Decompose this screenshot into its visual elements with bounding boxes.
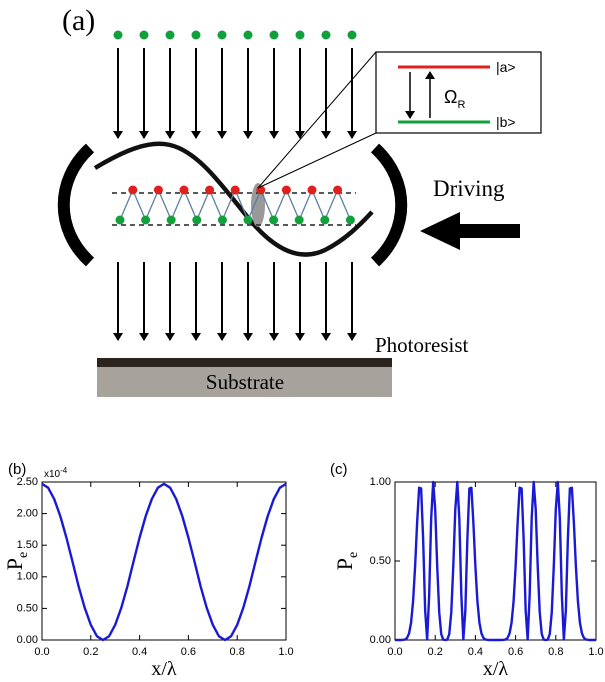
y-tick-label: 1.00 (17, 571, 38, 583)
panel-label: (c) (330, 461, 348, 478)
lower-state-label: |b> (496, 114, 516, 130)
x-tick-label: 0.6 (181, 646, 196, 658)
x-tick-label: 0.8 (548, 646, 563, 658)
substrate-block (97, 367, 392, 397)
ground-atom (269, 215, 279, 225)
ground-atom (320, 215, 330, 225)
excited-atom (153, 185, 163, 195)
x-tick-label: 0.2 (428, 646, 443, 658)
beam-arrows (113, 48, 357, 341)
x-tick-label: 0.6 (508, 646, 523, 658)
atom (139, 30, 149, 40)
ground-atom (243, 215, 253, 225)
x-tick-label: 1.0 (278, 646, 293, 658)
ground-atom (192, 215, 202, 225)
rabi-symbol: Ω (444, 87, 457, 107)
zoom-line (257, 51, 377, 189)
y-tick-label: 2.00 (17, 508, 38, 520)
photoresist-label: Photoresist (375, 333, 469, 357)
y-axis-label: Pe (2, 552, 31, 570)
photoresist-layer (97, 358, 392, 367)
atom (269, 30, 279, 40)
zoom-line (257, 132, 377, 189)
atom (191, 30, 201, 40)
x-tick-label: 0.4 (468, 646, 483, 658)
y-tick-label: 0.50 (17, 602, 38, 614)
excited-atom (307, 185, 317, 195)
substrate-label: Substrate (206, 370, 284, 394)
ground-atom (166, 215, 176, 225)
atom (165, 30, 175, 40)
multiplier-exponent: -4 (60, 466, 68, 475)
y-tick-label: 0.00 (17, 634, 38, 646)
y-tick-label: 0.00 (370, 634, 391, 646)
atom (217, 30, 227, 40)
x-tick-label: 0.0 (387, 646, 402, 658)
y-axis-label-sub: e (16, 552, 31, 558)
excited-atom (333, 185, 343, 195)
y-axis-label-main: P (332, 558, 357, 570)
y-axis-label-sub: e (346, 552, 361, 558)
charts: 0.00 0.50 1.00 1.50 2.00 2.50 0.0 0.2 0.4 0.6 0.8 1… (2, 461, 604, 680)
y-tick-label: 2.50 (17, 476, 38, 488)
rabi-subscript: R (457, 99, 465, 111)
panel-a: (a) ΩR |a> |b> Driving Photoresist Subst… (57, 4, 542, 397)
x-tick-label: 1.0 (588, 646, 603, 658)
y-axis-label: Pe (332, 552, 361, 570)
plot-frame (41, 481, 287, 641)
panel-label: (b) (8, 461, 26, 478)
atom (321, 30, 331, 40)
axis-multiplier: x10-4 (44, 466, 68, 480)
excited-atom (128, 185, 138, 195)
upper-state-label: |a> (496, 59, 516, 75)
excited-atom (205, 185, 215, 195)
atom-chain (115, 185, 355, 225)
x-axis-label: x/λ (483, 658, 509, 680)
atom (295, 30, 305, 40)
y-axis-label-main: P (2, 558, 27, 570)
ground-atom (115, 215, 125, 225)
x-tick-label: 0.0 (34, 646, 49, 658)
x-tick-label: 0.2 (83, 646, 98, 658)
x-tick-label: 0.8 (230, 646, 245, 658)
x-axis-label: x/λ (151, 658, 177, 680)
y-tick-label: 0.50 (370, 555, 391, 567)
beam-atoms (113, 30, 357, 40)
panel-label: (a) (62, 4, 95, 37)
ground-atom (294, 215, 304, 225)
excited-atom (179, 185, 189, 195)
ground-atom (141, 215, 151, 225)
multiplier-base: x10 (44, 469, 61, 480)
ground-atom (345, 215, 355, 225)
excited-atom (281, 185, 291, 195)
ground-atom (217, 215, 227, 225)
excited-atom (230, 185, 240, 195)
driving-arrow (420, 212, 520, 250)
atom (113, 30, 123, 40)
atom (243, 30, 253, 40)
rabi-label: ΩR (444, 87, 465, 111)
y-tick-label: 1.50 (17, 539, 38, 551)
mirror-right (370, 143, 408, 267)
chart: 0.00 0.50 1.00 1.50 2.00 2.50 0.0 0.2 0.4 0.6 0.8 1… (2, 461, 294, 680)
data-line (41, 482, 287, 642)
y-tick-label: 1.00 (370, 476, 391, 488)
atom (347, 30, 357, 40)
driving-label: Driving (433, 176, 505, 201)
x-tick-label: 0.4 (132, 646, 147, 658)
mirror-left (57, 143, 95, 267)
chart: 0.00 0.50 1.00 0.0 0.2 0.4 0.6 0.8 1.0 (c) x/λ Pe (330, 461, 604, 680)
data-line (395, 480, 596, 642)
